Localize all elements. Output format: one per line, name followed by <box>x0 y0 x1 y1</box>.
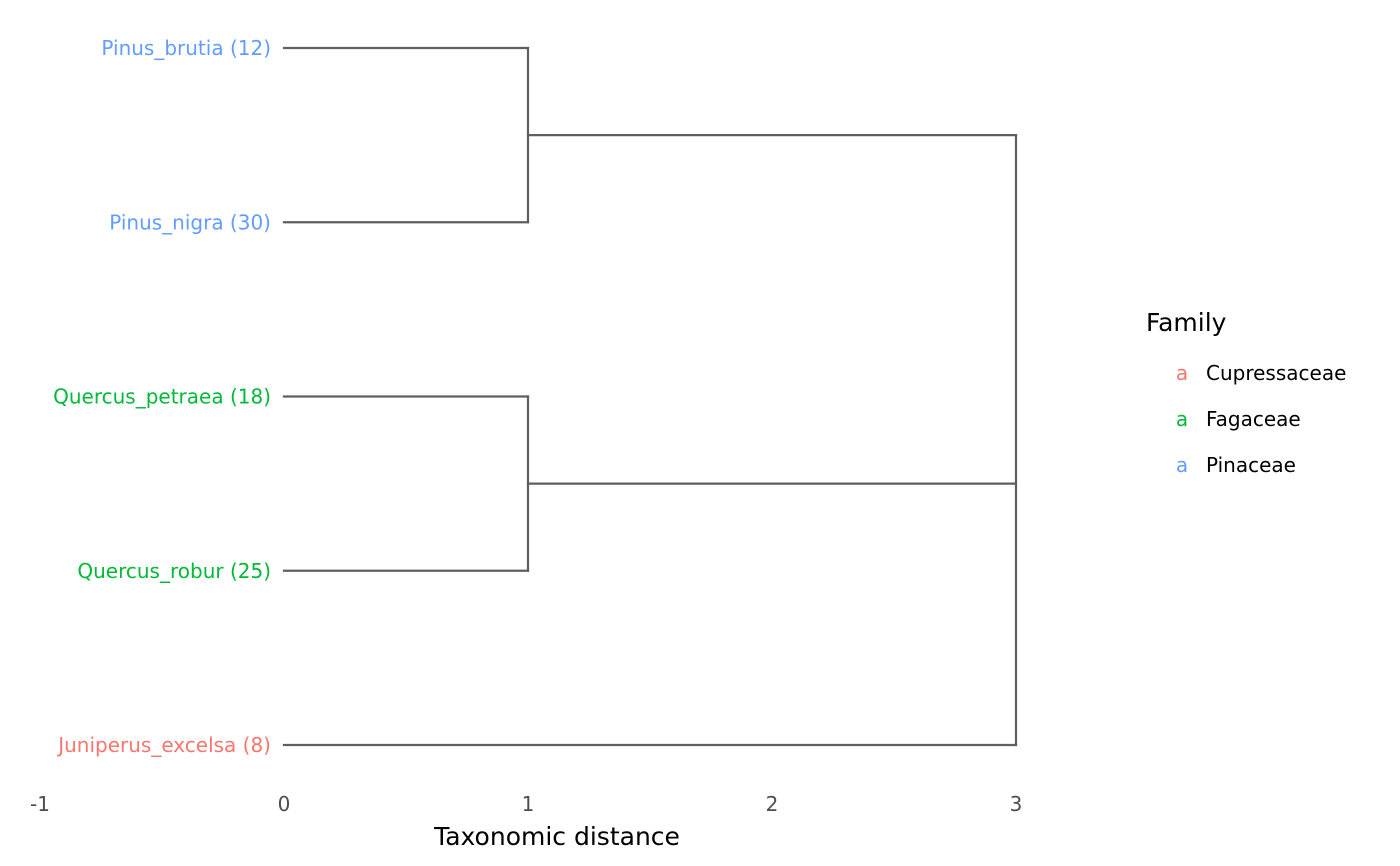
legend-label: Fagaceae <box>1206 407 1301 431</box>
x-axis: -1 0 1 2 3 Taxonomic distance <box>30 792 1022 851</box>
legend-key-glyph: a <box>1176 407 1188 431</box>
legend: Family a Cupressaceae a Fagaceae a Pinaceae <box>1146 308 1346 477</box>
legend-label: Cupressaceae <box>1206 361 1346 385</box>
leaf-label: Quercus_robur (25) <box>77 559 271 583</box>
x-tick-label: 0 <box>278 792 291 816</box>
x-axis-ticks: -1 0 1 2 3 <box>30 792 1022 816</box>
x-tick-label: 1 <box>522 792 535 816</box>
legend-key-glyph: a <box>1176 453 1188 477</box>
legend-label: Pinaceae <box>1206 453 1296 477</box>
dendrogram-branches <box>282 46 1018 747</box>
legend-key-glyph: a <box>1176 361 1188 385</box>
x-tick-label: -1 <box>30 792 50 816</box>
leaf-label: Quercus_petraea (18) <box>53 385 271 409</box>
leaf-labels: Pinus_brutia (12) Pinus_nigra (30) Quercus… <box>53 36 271 757</box>
x-tick-label: 2 <box>766 792 779 816</box>
leaf-label: Pinus_nigra (30) <box>109 210 271 234</box>
legend-title: Family <box>1146 308 1227 337</box>
x-tick-label: 3 <box>1010 792 1023 816</box>
x-axis-title: Taxonomic distance <box>433 822 680 851</box>
leaf-label: Juniperus_excelsa (8) <box>56 733 271 757</box>
legend-items: a Cupressaceae a Fagaceae a Pinaceae <box>1176 361 1347 477</box>
leaf-label: Pinus_brutia (12) <box>101 36 271 60</box>
